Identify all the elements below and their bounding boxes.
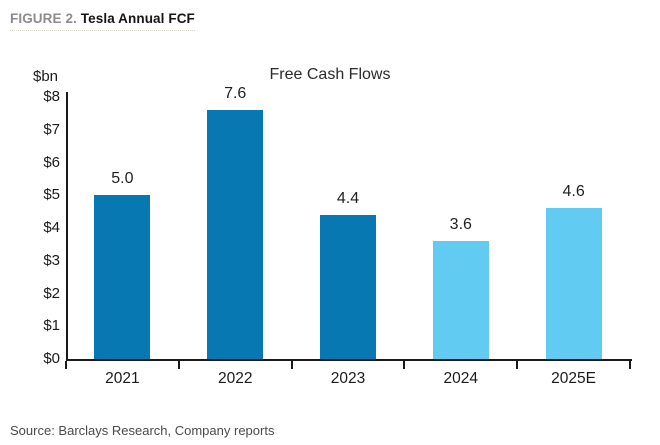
x-axis-tick [403,361,406,369]
figure-header: FIGURE 2. Tesla Annual FCF [10,11,195,31]
y-tick-label: $0 [43,350,60,367]
y-axis-unit-label: $bn [33,68,59,85]
bar-value-label: 3.6 [449,216,472,234]
y-tick-label: $2 [43,284,60,302]
bar-2024 [432,241,489,359]
x-axis-line [66,359,632,361]
bar-value-label: 4.6 [562,183,585,201]
x-axis-tick [290,361,293,369]
y-tick-label: $5 [43,186,60,204]
y-tick-label: $1 [43,317,60,335]
y-tick-label: $7 [43,120,60,138]
bar-2025E [545,208,602,359]
x-axis-tick [177,361,180,369]
x-tick-label: 2023 [330,370,366,387]
y-axis-line [66,92,68,361]
y-tick-label: $4 [43,219,60,236]
source-note: Source: Barclays Research, Company repor… [10,423,275,438]
x-axis-tick [516,361,519,369]
chart-title: Free Cash Flows [269,66,391,83]
bar-value-label: 5.0 [111,170,134,188]
y-tick-label: $6 [43,153,60,171]
y-tick-label: $8 [43,88,60,105]
y-tick-label: $3 [43,251,60,269]
bar-2022 [207,110,264,359]
bar-value-label: 7.6 [224,85,247,103]
x-tick-label: 2021 [105,370,140,387]
bar-2021 [94,195,151,359]
figure-number-label: FIGURE 2. [10,11,77,26]
x-tick-label: 2022 [217,370,253,387]
figure-title: Tesla Annual FCF [80,11,195,26]
x-axis-tick [65,361,67,369]
x-axis-tick [629,361,631,369]
x-tick-label: 2024 [443,370,479,387]
x-tick-label: 2025E [551,370,596,387]
bar-value-label: 4.4 [336,189,360,207]
bar-2023 [320,214,376,359]
